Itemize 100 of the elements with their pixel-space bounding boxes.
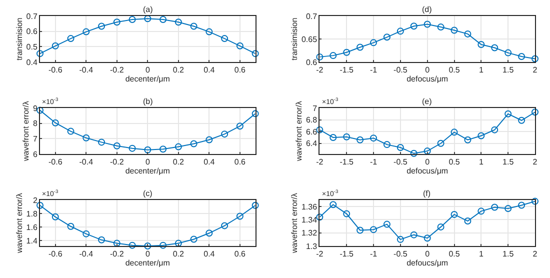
point	[113, 18, 120, 26]
x-tick-label: 1.5	[502, 158, 514, 167]
y-tick-label: 1.6	[26, 222, 38, 232]
point	[356, 44, 364, 51]
point	[128, 242, 136, 249]
point	[190, 140, 198, 148]
point	[504, 49, 512, 56]
chart-title: (e)	[422, 97, 432, 106]
point	[424, 148, 431, 155]
x-tick-label: -0.5	[394, 158, 408, 167]
point	[82, 134, 90, 142]
y-axis-title: transimision	[290, 18, 300, 60]
point	[450, 210, 458, 218]
point	[252, 110, 259, 118]
y-tick-label: 6.6	[306, 127, 318, 136]
y-tick-label: 1.34	[301, 216, 318, 225]
x-tick-label: 1.5	[502, 250, 514, 259]
x-tick-label: -0.5	[394, 250, 408, 259]
y-tick-label: 7	[312, 104, 318, 113]
y-tick-label: 0.7	[26, 12, 38, 21]
x-tick-label: -1	[370, 158, 378, 167]
y-tick-label: 1.3	[306, 242, 318, 251]
y-axis-title: wavefront error/λ	[290, 192, 300, 254]
point	[450, 26, 458, 34]
x-tick-label: -1.5	[340, 158, 354, 167]
x-tick-label: -0.4	[79, 158, 94, 167]
point	[98, 138, 106, 146]
x-tick-label: 0	[425, 66, 430, 75]
y-axis-title: wavefront error/λ	[294, 100, 304, 162]
x-tick-label: -1	[370, 66, 378, 75]
y-tick-label: 6.8	[306, 116, 318, 125]
point	[316, 214, 324, 221]
point	[518, 52, 526, 60]
point	[206, 28, 213, 36]
point	[206, 230, 213, 237]
x-tick-label: 0.4	[204, 158, 216, 167]
point	[174, 143, 182, 150]
point	[518, 116, 526, 124]
point	[190, 22, 198, 30]
point	[236, 212, 244, 220]
point	[67, 35, 74, 42]
point	[464, 136, 472, 144]
point	[504, 205, 512, 212]
point	[383, 34, 390, 41]
point	[370, 134, 378, 142]
x-tick-label: 0.6	[234, 250, 246, 259]
x-tick-label: -0.6	[48, 158, 63, 167]
x-axis-title: defoucs/μm	[406, 258, 448, 268]
point	[67, 222, 74, 230]
x-tick-label: -2	[316, 158, 324, 167]
point	[330, 134, 337, 141]
x-tick-label: -0.2	[110, 250, 124, 259]
point	[396, 236, 404, 243]
x-tick-label: 0.4	[204, 250, 216, 259]
point	[160, 146, 167, 153]
point	[370, 226, 378, 234]
point	[160, 242, 167, 249]
x-tick-label: 1.5	[502, 66, 514, 75]
y-axis-title: transimision	[14, 18, 24, 60]
point	[52, 213, 59, 220]
point	[252, 202, 259, 209]
point	[343, 210, 350, 218]
y-tick-label: 1.32	[301, 228, 318, 238]
y-tick-label: 1.4	[26, 236, 38, 246]
point	[532, 55, 539, 62]
y-tick-label: 6.4	[306, 139, 318, 148]
x-tick-label: 2	[532, 66, 538, 75]
chart-title: (a)	[143, 5, 154, 14]
point	[491, 126, 498, 134]
y-tick-label: 0.5	[26, 42, 38, 52]
x-tick-label: 0	[145, 250, 150, 259]
y-tick-label: 0.6	[306, 58, 318, 67]
chart-title: (f)	[423, 189, 431, 198]
point	[67, 128, 74, 135]
point	[174, 18, 182, 26]
point	[424, 20, 431, 28]
x-tick-label: 0.2	[172, 66, 185, 75]
point	[160, 16, 167, 24]
point	[98, 236, 106, 244]
x-axis-title: decenter/μm	[125, 166, 170, 176]
x-tick-label: 0.5	[448, 66, 460, 75]
point	[144, 146, 152, 154]
point	[491, 204, 498, 211]
point	[174, 240, 182, 247]
point	[52, 42, 59, 50]
point	[316, 53, 324, 60]
point	[343, 133, 350, 140]
x-tick-label: -0.4	[79, 66, 94, 75]
x-tick-label: 1	[478, 250, 484, 259]
x-tick-label: -0.2	[110, 158, 124, 167]
point	[82, 28, 90, 36]
x-tick-label: -0.4	[79, 250, 94, 259]
x-tick-label: 0	[425, 250, 430, 259]
point	[464, 30, 472, 38]
point	[478, 208, 485, 215]
point	[36, 202, 44, 209]
y-tick-label: 7	[32, 134, 38, 144]
point	[144, 15, 152, 22]
point	[437, 24, 444, 31]
y-tick-label: 8	[32, 119, 38, 128]
